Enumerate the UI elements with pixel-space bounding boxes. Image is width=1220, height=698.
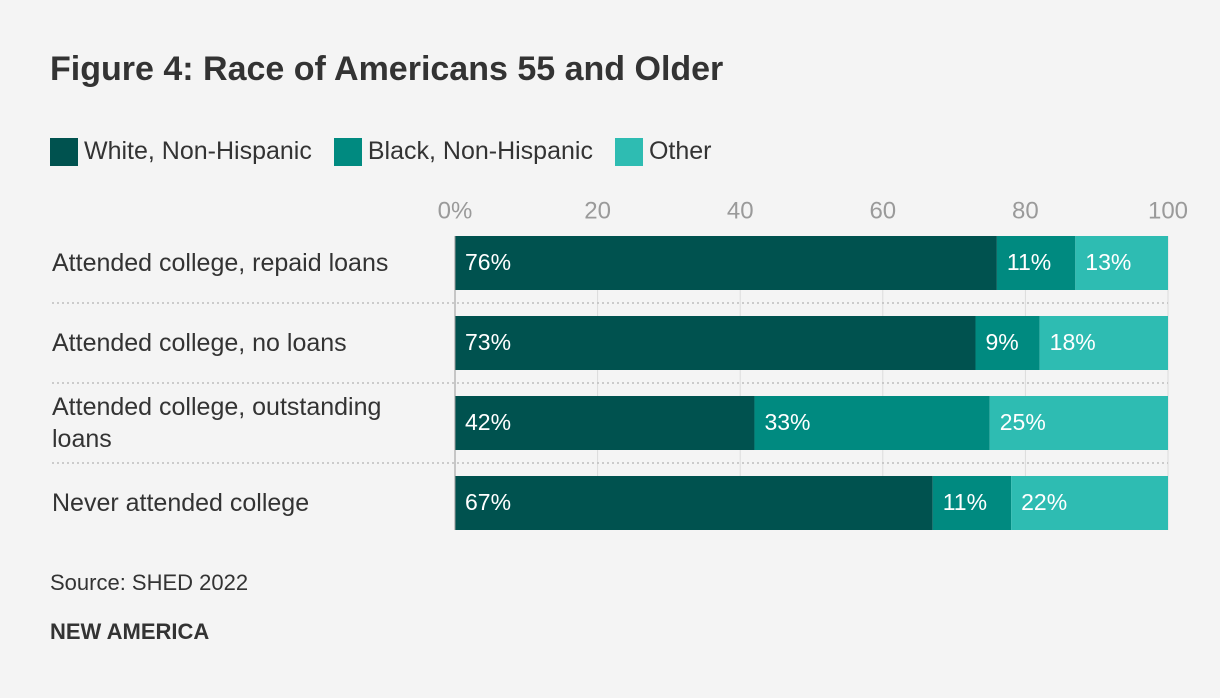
legend-label: Other xyxy=(648,137,712,165)
bar-segment xyxy=(1075,236,1168,290)
legend-item: Black, Non-Hispanic xyxy=(333,137,593,166)
value-label: 76% xyxy=(465,249,511,275)
chart-title: Figure 4: Race of Americans 55 and Older xyxy=(50,50,724,88)
bar-segment xyxy=(989,396,1168,450)
value-label: 42% xyxy=(465,409,511,435)
bar-segment xyxy=(455,316,976,370)
bar-segment xyxy=(1011,476,1168,530)
value-label: 22% xyxy=(1021,489,1067,515)
brand: NEW AMERICA xyxy=(50,619,210,644)
category-label: Attended college, outstanding loans xyxy=(52,393,382,453)
bar-segment xyxy=(455,236,997,290)
value-label: 11% xyxy=(1007,249,1051,275)
value-label: 33% xyxy=(764,409,810,435)
value-label: 9% xyxy=(985,329,1018,355)
bar-segment xyxy=(996,236,1076,290)
x-tick-label: 60 xyxy=(869,197,896,224)
x-tick-label: 20 xyxy=(584,197,611,224)
legend-swatch xyxy=(333,137,362,166)
x-tick-label: 100 xyxy=(1148,197,1188,224)
legend-label: Black, Non-Hispanic xyxy=(367,137,593,165)
value-label: 73% xyxy=(465,329,511,355)
x-tick-label: 40 xyxy=(727,197,754,224)
value-label: 18% xyxy=(1050,329,1096,355)
category-label: Attended college, repaid loans xyxy=(52,249,389,277)
legend-swatch xyxy=(50,137,78,166)
legend-item: White, Non-Hispanic xyxy=(50,137,312,166)
legend-label: White, Non-Hispanic xyxy=(84,137,312,165)
value-label: 25% xyxy=(1000,409,1046,435)
legend: White, Non-Hispanic Black, Non-Hispanic Ot… xyxy=(50,137,711,166)
category-label: Attended college, no loans xyxy=(52,329,347,357)
legend-item: Other xyxy=(614,137,712,166)
x-tick-label: 0% xyxy=(438,197,473,224)
value-label: 11% xyxy=(943,489,987,515)
value-label: 13% xyxy=(1085,249,1131,275)
bar-segment xyxy=(975,316,1040,370)
x-tick-label: 80 xyxy=(1012,197,1039,224)
bar-segment xyxy=(455,476,933,530)
legend-swatch xyxy=(614,137,643,166)
bar-segment xyxy=(455,396,755,450)
category-label: Never attended college xyxy=(52,489,310,517)
bar-segment xyxy=(1039,316,1168,370)
value-label: 67% xyxy=(465,489,511,515)
source-note: Source: SHED 2022 xyxy=(50,570,249,595)
bar-segment xyxy=(932,476,1012,530)
bar-segment xyxy=(754,396,990,450)
